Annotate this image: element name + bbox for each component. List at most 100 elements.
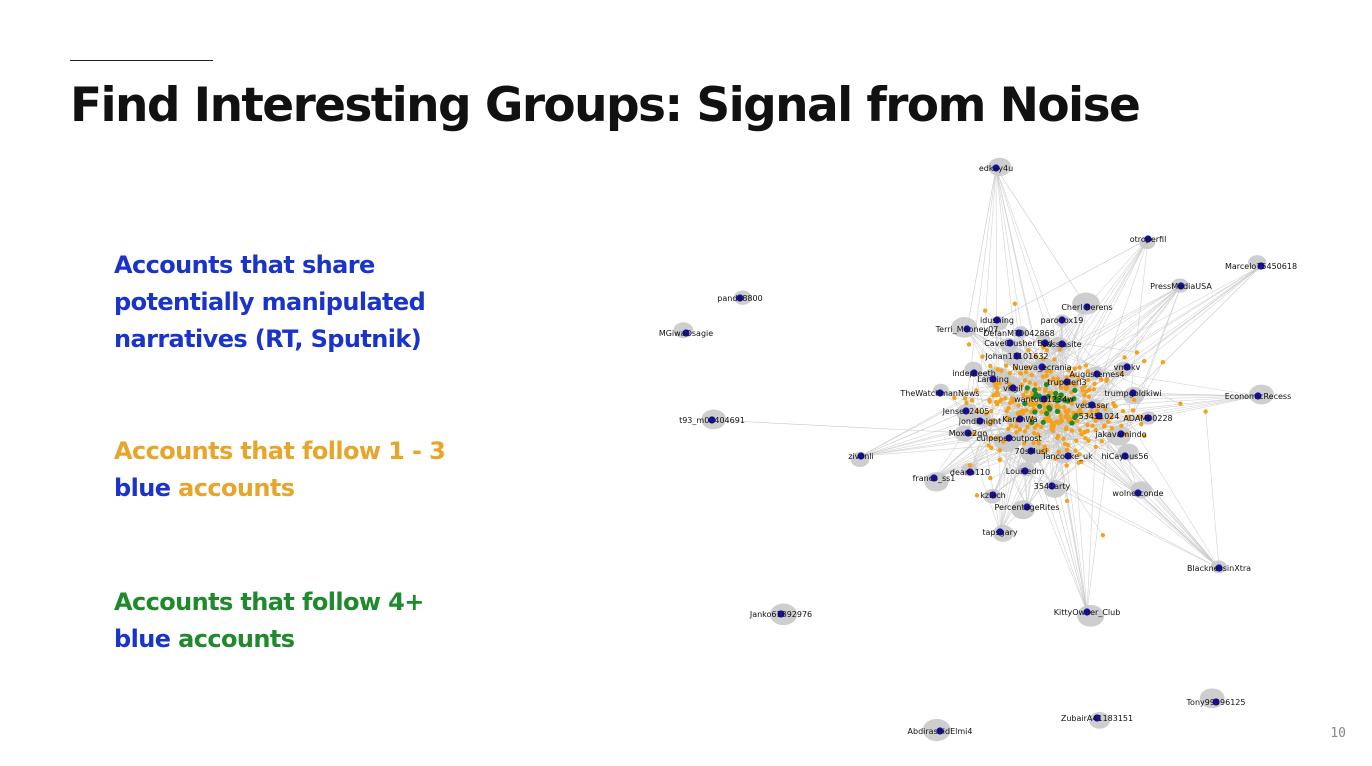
follower-1-3-node <box>964 400 969 406</box>
follower-1-3-node <box>1064 498 1070 504</box>
follower-1-3-node <box>952 395 957 401</box>
follower-1-3-node <box>1079 432 1084 437</box>
blue-account-label: vedissar <box>1075 401 1109 410</box>
blue-account-label: indepteeth <box>952 369 996 378</box>
legend-blue-accounts: Accounts that share potentially manipula… <box>114 247 426 358</box>
blue-account-node <box>936 727 944 735</box>
blue-account-label: BlacknessinXtra <box>1187 564 1251 573</box>
follower-1-3-node <box>1102 423 1107 429</box>
follower-1-3-node <box>1055 435 1060 441</box>
follower-1-3-node <box>1064 463 1069 468</box>
follower-1-3-node <box>997 381 1002 386</box>
follower-4plus-node <box>1040 419 1046 425</box>
network-edge <box>982 167 997 357</box>
follower-1-3-node <box>1142 358 1147 364</box>
blue-account-label: trumpgoldkiwi <box>1104 389 1161 398</box>
follower-1-3-node <box>1039 424 1044 430</box>
follower-1-3-node <box>962 396 968 401</box>
follower-1-3-node <box>1119 423 1124 428</box>
network-edge <box>1072 423 1088 613</box>
network-edge <box>1137 492 1220 569</box>
network-edge <box>1126 285 1182 435</box>
follower-1-3-node <box>1064 447 1070 453</box>
blue-account-node <box>1093 714 1101 722</box>
follower-1-3-node <box>1053 419 1059 425</box>
follower-1-3-node <box>1100 532 1106 538</box>
blue-account-node <box>1058 340 1066 348</box>
blue-account-node <box>736 294 744 302</box>
follower-1-3-node <box>1013 366 1019 371</box>
blue-account-node <box>930 474 938 482</box>
follower-1-3-node <box>1019 382 1024 388</box>
blue-account-node <box>1144 414 1152 422</box>
blue-account-label: casslasite <box>1042 340 1081 349</box>
follower-1-3-node <box>1080 385 1085 391</box>
blue-account-label: DefanM70042868 <box>983 329 1055 338</box>
blue-account-node <box>682 329 690 337</box>
blue-account-label: Moxie2go <box>949 429 988 438</box>
follower-1-3-node <box>1044 373 1049 379</box>
follower-1-3-node <box>1043 386 1048 392</box>
blue-account-label: Augustemes4 <box>1070 370 1125 379</box>
network-edge <box>966 328 1047 377</box>
network-edge <box>990 365 1220 569</box>
follower-1-3-node <box>1039 449 1044 455</box>
follower-1-3-node <box>1093 444 1099 450</box>
follower-1-3-node <box>1074 438 1079 443</box>
follower-1-3-node <box>1085 369 1090 374</box>
follower-1-3-node <box>1095 408 1100 413</box>
blue-account-node <box>777 610 785 618</box>
blue-account-label: Janko61892976 <box>749 610 812 619</box>
follower-1-3-node <box>1086 438 1091 444</box>
follower-1-3-node <box>1042 444 1048 449</box>
network-edge <box>1011 398 1088 613</box>
follower-1-3-node <box>1142 433 1147 439</box>
blue-account-node <box>1005 434 1013 442</box>
legend-green-blue-word: blue <box>114 625 179 653</box>
legend-green-line-2: blue accounts <box>114 621 424 658</box>
blue-account-node <box>1215 564 1223 572</box>
blue-account-label: Jensen2405 <box>942 407 990 416</box>
network-edge <box>973 372 998 396</box>
legend-green-accounts: Accounts that follow 4+ blue accounts <box>114 584 424 658</box>
follower-1-3-node <box>1178 401 1183 406</box>
network-edge <box>999 409 1035 533</box>
network-edge <box>1122 410 1220 569</box>
follower-1-3-node <box>967 463 973 468</box>
follower-1-3-node <box>1122 355 1127 360</box>
blue-account-node <box>1254 392 1262 400</box>
blue-account-label: tapsgary <box>982 528 1018 537</box>
network-edge <box>1050 406 1088 613</box>
follower-1-3-node <box>1030 400 1036 406</box>
network-edge <box>999 459 1220 569</box>
follower-4plus-node <box>1044 410 1050 417</box>
blue-account-node <box>1093 370 1101 378</box>
follower-1-3-node <box>1027 380 1033 385</box>
blue-account-label: PercentageRites <box>994 503 1059 512</box>
follower-1-3-node <box>1025 424 1030 430</box>
network-edge <box>711 419 969 434</box>
network-edge <box>1132 392 1259 397</box>
network-edge <box>1132 265 1262 394</box>
follower-1-3-node <box>1063 414 1068 420</box>
blue-account-node <box>964 429 972 437</box>
follower-1-3-node <box>1007 370 1013 376</box>
follower-1-3-node <box>995 435 1000 441</box>
follower-1-3-node <box>1091 387 1097 392</box>
follower-1-3-node <box>1040 356 1046 361</box>
follower-1-3-node <box>1099 439 1104 444</box>
network-edge <box>995 167 998 393</box>
follower-1-3-node <box>1065 409 1071 414</box>
follower-1-3-node <box>1134 350 1140 355</box>
follower-1-3-node <box>1203 409 1208 414</box>
follower-1-3-node <box>1085 412 1091 418</box>
follower-1-3-node <box>1036 432 1041 437</box>
network-edge <box>995 167 1088 308</box>
follower-1-3-node <box>1052 357 1057 362</box>
follower-1-3-node <box>999 368 1004 374</box>
follower-4plus-node <box>1073 413 1079 419</box>
node-halo <box>988 157 1012 177</box>
legend-blue-line-2: potentially manipulated <box>114 288 426 316</box>
blue-account-label: Iancooke_uk <box>1043 452 1093 461</box>
blue-account-node <box>1177 282 1185 290</box>
